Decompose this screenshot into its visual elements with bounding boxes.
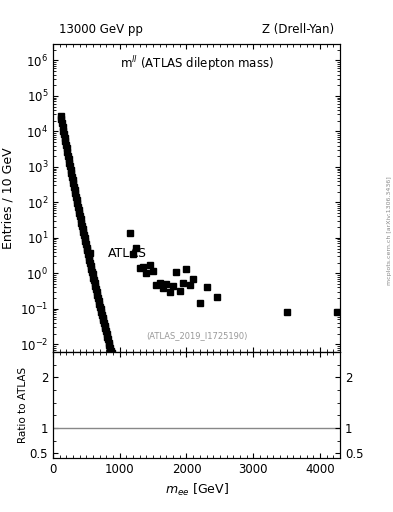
Text: mcplots.cern.ch [arXiv:1306.3436]: mcplots.cern.ch [arXiv:1306.3436] (387, 176, 392, 285)
Text: ATLAS: ATLAS (108, 247, 147, 260)
Y-axis label: Ratio to ATLAS: Ratio to ATLAS (18, 367, 28, 443)
X-axis label: $m_{ee}$ [GeV]: $m_{ee}$ [GeV] (165, 482, 228, 498)
Text: 13000 GeV pp: 13000 GeV pp (59, 23, 143, 36)
Text: (ATLAS_2019_I1725190): (ATLAS_2019_I1725190) (146, 331, 247, 339)
Text: m$^{ll}$ (ATLAS dilepton mass): m$^{ll}$ (ATLAS dilepton mass) (119, 54, 274, 73)
Text: Z (Drell-Yan): Z (Drell-Yan) (262, 23, 334, 36)
Y-axis label: Entries / 10 GeV: Entries / 10 GeV (1, 147, 14, 249)
